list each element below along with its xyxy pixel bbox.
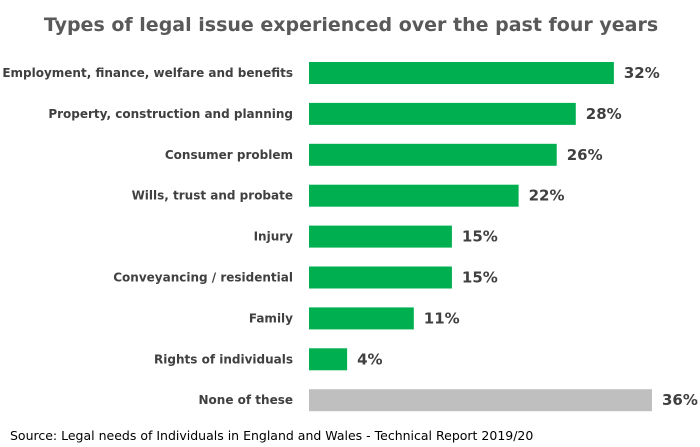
bar — [309, 184, 519, 207]
category-label: Employment, finance, welfare and benefit… — [2, 66, 293, 80]
value-label: 22% — [529, 187, 565, 205]
bar — [309, 143, 557, 166]
value-label: 36% — [662, 391, 698, 409]
category-label: Consumer problem — [165, 148, 293, 162]
bar — [309, 266, 452, 289]
value-label: 32% — [624, 64, 660, 82]
category-label: Injury — [254, 230, 294, 244]
source-note: Source: Legal needs of Individuals in En… — [10, 428, 533, 443]
value-label: 11% — [424, 309, 460, 327]
bar — [309, 307, 414, 330]
category-label: Rights of individuals — [154, 352, 293, 366]
bar — [309, 348, 348, 371]
value-label: 28% — [586, 105, 622, 123]
bar — [309, 225, 452, 248]
bar — [309, 62, 614, 84]
category-label: Wills, trust and probate — [132, 189, 293, 203]
value-label: 15% — [462, 228, 498, 246]
bar — [309, 389, 652, 412]
bar — [309, 102, 576, 125]
chart-title: Types of legal issue experienced over th… — [44, 14, 658, 36]
category-label: Family — [249, 311, 293, 325]
bars-group: Employment, finance, welfare and benefit… — [2, 62, 698, 412]
category-label: None of these — [199, 393, 294, 407]
value-label: 4% — [357, 350, 382, 368]
value-label: 26% — [567, 146, 603, 164]
value-label: 15% — [462, 269, 498, 287]
category-label: Property, construction and planning — [48, 107, 293, 121]
category-label: Conveyancing / residential — [113, 271, 293, 285]
